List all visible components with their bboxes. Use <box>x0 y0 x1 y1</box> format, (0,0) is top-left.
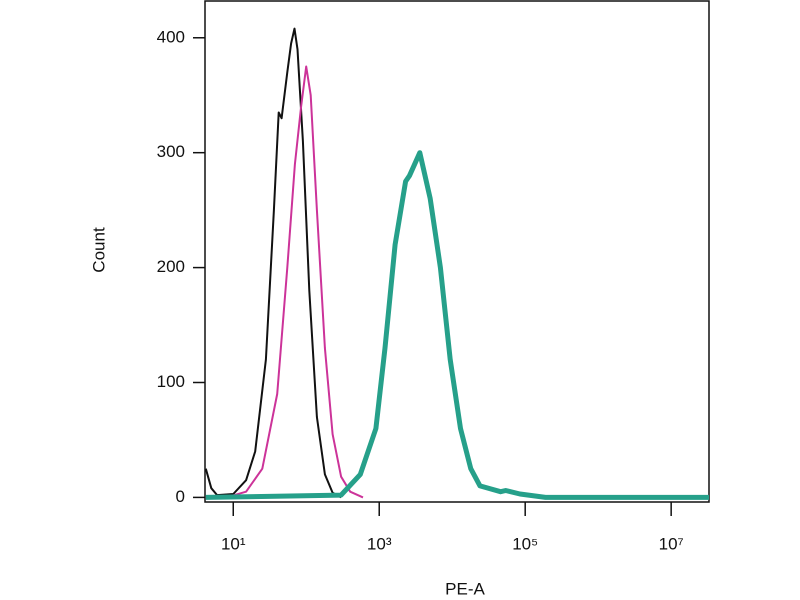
x-tick-label: 10⁵ <box>512 534 538 553</box>
x-tick-label: 10¹ <box>221 534 246 553</box>
series-line <box>205 150 709 500</box>
series-line <box>204 27 342 499</box>
x-tick-label: 10³ <box>367 534 392 553</box>
y-tick-label: 300 <box>157 142 185 161</box>
series-line <box>225 65 364 499</box>
x-axis-label: PE-A <box>445 579 485 598</box>
y-tick-label: 100 <box>157 372 185 391</box>
y-tick-label: 400 <box>157 27 185 46</box>
plot-frame <box>204 0 710 503</box>
x-tick-label: 10⁷ <box>659 534 684 553</box>
y-axis-label: Count <box>89 227 108 273</box>
y-tick-label: 0 <box>176 487 185 506</box>
y-tick-label: 200 <box>157 257 185 276</box>
